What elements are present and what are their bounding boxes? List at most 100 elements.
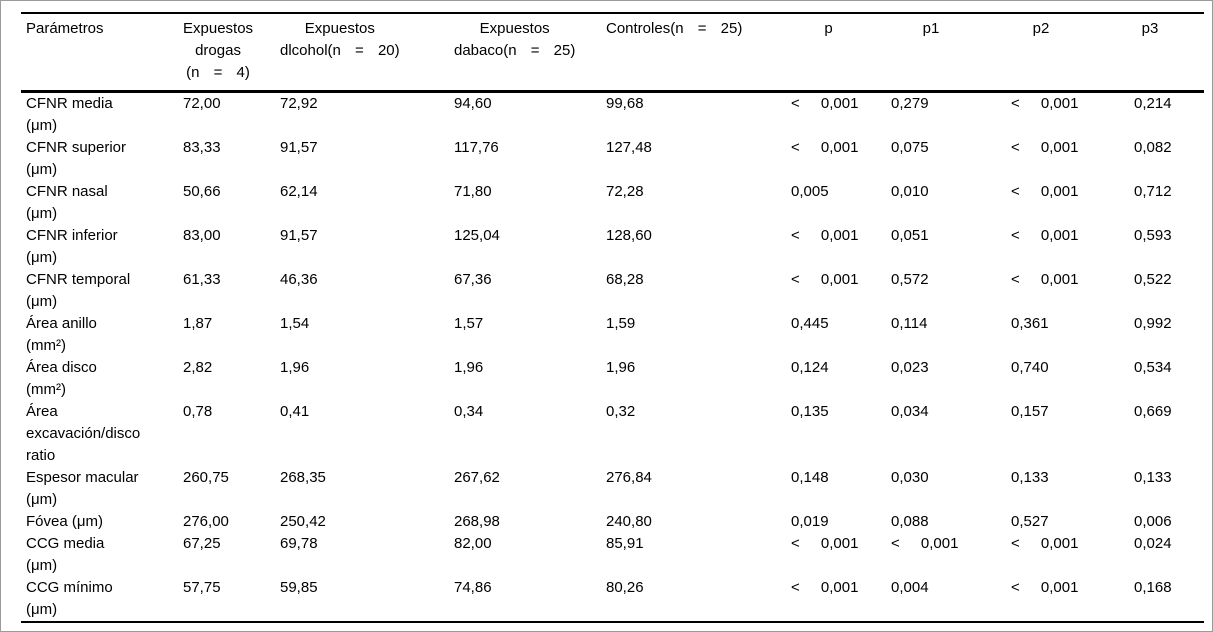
- cell-controles: 276,84: [606, 469, 652, 486]
- cell-drogas: 72,00: [183, 95, 221, 112]
- cell-p2: 0,133: [1011, 469, 1049, 486]
- cell-p: 0,148: [791, 469, 829, 486]
- cell-tabaco: 125,04: [454, 227, 500, 244]
- table-row: CFNR temporal (μm) 61,33 46,36 67,36 68,…: [21, 269, 1204, 313]
- cell-tabaco: 74,86: [454, 579, 492, 596]
- cell-p3: 0,168: [1134, 579, 1172, 596]
- cell-param: CFNR media (μm): [26, 95, 113, 134]
- cell-tabaco: 0,34: [454, 403, 484, 420]
- cell-controles: 72,28: [606, 183, 644, 200]
- cell-controles: 80,26: [606, 579, 644, 596]
- cell-p2: < 0,001: [1011, 271, 1079, 288]
- cell-drogas: 2,82: [183, 359, 213, 376]
- table-row: CFNR nasal (μm) 50,66 62,14 71,80 72,28 …: [21, 181, 1204, 225]
- col-header-p1: p1: [922, 20, 940, 37]
- header-line: Expuestos: [183, 20, 254, 37]
- cell-tabaco: 268,98: [454, 513, 500, 530]
- cell-controles: 1,59: [606, 315, 636, 332]
- cell-p1: 0,030: [891, 469, 929, 486]
- cell-tabaco: 267,62: [454, 469, 500, 486]
- cell-tabaco: 71,80: [454, 183, 492, 200]
- cell-p3: 0,534: [1134, 359, 1172, 376]
- cell-p3: 0,522: [1134, 271, 1172, 288]
- cell-drogas: 57,75: [183, 579, 221, 596]
- cell-p2: < 0,001: [1011, 139, 1079, 156]
- table-row: Espesor macular (μm) 260,75 268,35 267,6…: [21, 467, 1204, 511]
- table-row: CCG media (μm) 67,25 69,78 82,00 85,91 <…: [21, 533, 1204, 577]
- cell-alcohol: 91,57: [280, 227, 318, 244]
- cell-param: Fóvea (μm): [26, 513, 103, 530]
- cell-p3: 0,593: [1134, 227, 1172, 244]
- cell-alcohol: 250,42: [280, 513, 326, 530]
- cell-p: < 0,001: [791, 271, 859, 288]
- cell-drogas: 67,25: [183, 535, 221, 552]
- cell-alcohol: 1,96: [280, 359, 310, 376]
- header-row: Parámetros Expuestos drogas (n = 4) Expu…: [21, 13, 1204, 92]
- cell-p: < 0,001: [791, 535, 859, 552]
- cell-alcohol: 268,35: [280, 469, 326, 486]
- cell-p3: 0,133: [1134, 469, 1172, 486]
- cell-drogas: 50,66: [183, 183, 221, 200]
- cell-controles: 99,68: [606, 95, 644, 112]
- cell-p1: 0,010: [891, 183, 929, 200]
- table-row: CFNR superior (μm) 83,33 91,57 117,76 12…: [21, 137, 1204, 181]
- cell-p1: 0,114: [891, 315, 928, 332]
- cell-p: 0,124: [791, 359, 829, 376]
- cell-p1: 0,023: [891, 359, 929, 376]
- cell-tabaco: 117,76: [454, 139, 499, 156]
- cell-p1: 0,572: [891, 271, 929, 288]
- cell-param: Área anillo (mm²): [26, 315, 97, 354]
- cell-p: < 0,001: [791, 579, 859, 596]
- cell-alcohol: 46,36: [280, 271, 318, 288]
- col-header-parametros: Parámetros: [26, 20, 104, 37]
- cell-controles: 68,28: [606, 271, 644, 288]
- header-line: Expuestos: [304, 20, 375, 37]
- cell-controles: 240,80: [606, 513, 652, 530]
- cell-param: CFNR nasal (μm): [26, 183, 108, 222]
- cell-p2: 0,527: [1011, 513, 1049, 530]
- cell-p1: < 0,001: [891, 535, 959, 552]
- cell-tabaco: 82,00: [454, 535, 492, 552]
- table-header: Parámetros Expuestos drogas (n = 4) Expu…: [21, 13, 1204, 92]
- cell-tabaco: 1,57: [454, 315, 484, 332]
- cell-p1: 0,279: [891, 95, 929, 112]
- results-table: Parámetros Expuestos drogas (n = 4) Expu…: [21, 12, 1204, 623]
- cell-alcohol: 72,92: [280, 95, 318, 112]
- cell-param: Área disco (mm²): [26, 359, 97, 398]
- col-header-expuestos-drogas-lines: Expuestos drogas (n = 4): [183, 18, 253, 84]
- cell-p1: 0,075: [891, 139, 929, 156]
- cell-p1: 0,088: [891, 513, 929, 530]
- table-body: CFNR media (μm) 72,00 72,92 94,60 99,68 …: [21, 92, 1204, 623]
- cell-alcohol: 0,41: [280, 403, 310, 420]
- cell-drogas: 61,33: [183, 271, 221, 288]
- header-line: (n = 4): [186, 64, 250, 81]
- cell-p1: 0,051: [891, 227, 929, 244]
- cell-tabaco: 1,96: [454, 359, 484, 376]
- cell-p3: 0,992: [1134, 315, 1172, 332]
- col-header-p2: p2: [1032, 20, 1050, 37]
- cell-drogas: 276,00: [183, 513, 229, 530]
- cell-alcohol: 91,57: [280, 139, 318, 156]
- col-header-p3: p3: [1141, 20, 1159, 37]
- cell-controles: 1,96: [606, 359, 636, 376]
- col-header-p: p: [824, 20, 833, 37]
- cell-alcohol: 59,85: [280, 579, 318, 596]
- cell-param: CFNR inferior (μm): [26, 227, 118, 266]
- cell-drogas: 1,87: [183, 315, 213, 332]
- cell-p2: < 0,001: [1011, 535, 1079, 552]
- cell-p: < 0,001: [791, 95, 859, 112]
- cell-param: Espesor macular (μm): [26, 469, 139, 508]
- cell-controles: 85,91: [606, 535, 644, 552]
- cell-drogas: 0,78: [183, 403, 213, 420]
- cell-p3: 0,006: [1134, 513, 1172, 530]
- cell-drogas: 83,00: [183, 227, 221, 244]
- cell-p: 0,445: [791, 315, 829, 332]
- cell-p2: < 0,001: [1011, 227, 1079, 244]
- header-line: Expuestos: [479, 20, 550, 37]
- cell-p3: 0,214: [1134, 95, 1172, 112]
- cell-alcohol: 62,14: [280, 183, 318, 200]
- cell-p2: 0,157: [1011, 403, 1049, 420]
- table-row: Área disco (mm²) 2,82 1,96 1,96 1,96 0,1…: [21, 357, 1204, 401]
- cell-param: CCG mínimo (μm): [26, 579, 113, 618]
